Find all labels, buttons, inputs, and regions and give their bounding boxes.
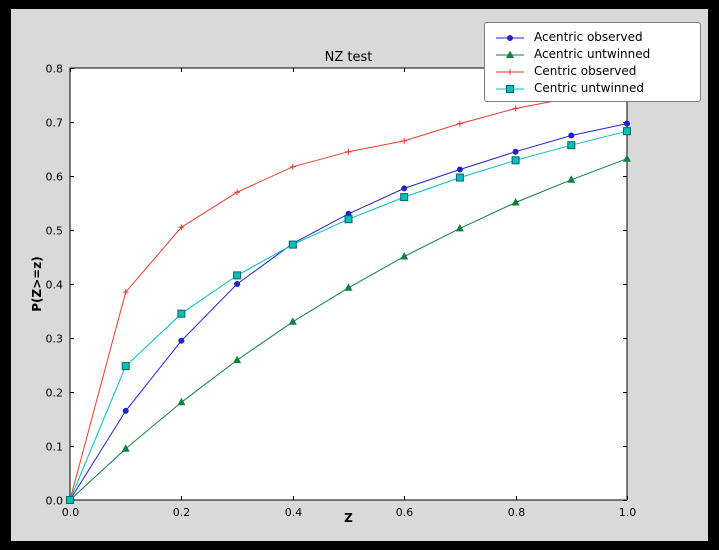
data-point-marker [456,120,463,127]
x-tick-label: 0.6 [396,506,414,519]
data-point-marker [121,362,130,371]
data-point-marker [506,50,514,58]
data-point-marker [401,185,408,192]
legend-label: Centric untwinned [534,80,645,95]
data-point-marker [568,132,575,139]
data-point-marker [178,224,185,231]
data-point-marker [344,283,353,291]
data-point-marker [400,252,409,260]
legend-item: Acentric observed [495,28,690,45]
y-tick-label: 0.6 [46,171,64,184]
data-point-marker [507,68,513,75]
data-point-marker [456,166,463,173]
y-tick-label: 0.4 [46,279,64,292]
data-point-marker [567,175,576,183]
data-point-marker [233,355,242,364]
data-point-marker [512,148,519,155]
y-tick-label: 0.0 [46,495,64,508]
legend-line-sample-acentric-observed [495,30,525,44]
data-point-marker [455,223,464,232]
legend-line-sample-centric-observed [495,64,525,78]
y-tick-label: 0.7 [46,117,64,130]
data-point-marker [121,444,130,452]
x-tick-label: 1.0 [619,506,637,519]
data-point-marker [289,163,296,170]
data-point-marker [511,198,520,206]
legend-label: Acentric untwinned [534,46,651,61]
data-point-marker [623,127,631,136]
data-point-marker [511,156,520,165]
figure-canvas: 0.0 0.2 0.4 0.6 0.8 1.0 0.0 0.1 0.2 0.3 0.4 0.5 0.6 0… [11,9,708,541]
chart-title: NZ test [324,50,373,65]
data-point-marker [122,407,129,414]
data-point-marker [344,215,353,224]
data-point-marker [624,120,630,127]
x-tick-label: 0.4 [285,506,303,519]
data-point-marker [234,189,241,196]
y-axis-label: P(Z>=z) [30,256,44,312]
data-point-marker [234,281,241,287]
data-point-marker [178,337,185,344]
legend-line-sample-centric-untwinned [495,81,525,95]
legend: Acentric observed Acentric untwinned Cen… [484,22,701,102]
legend-label: Acentric observed [534,29,643,44]
data-point-marker [401,137,408,144]
y-tick-label: 0.3 [46,333,64,346]
legend-sample-svg [496,84,524,93]
legend-label: Centric observed [534,63,637,78]
x-axis-label: Z [344,511,353,525]
legend-sample-svg [496,68,524,75]
data-point-marker [400,193,409,202]
y-tick-label: 0.8 [46,63,64,76]
legend-item: Acentric untwinned [495,45,690,62]
nz-test-plot: 0.0 0.2 0.4 0.6 0.8 1.0 0.0 0.1 0.2 0.3 0.4 0.5 0.6 0… [46,63,637,520]
y-tick-label: 0.5 [46,225,64,238]
y-tick-label: 0.1 [46,441,64,454]
data-point-marker [288,317,297,325]
legend-sample-svg [496,50,524,58]
x-tick-label: 0.8 [508,506,526,519]
data-point-marker [66,496,74,504]
legend-item: Centric observed [495,62,690,79]
x-tick-label: 0.2 [173,506,191,519]
data-point-marker [507,34,513,41]
data-point-marker [455,173,464,182]
data-point-marker [623,154,631,162]
data-point-marker [177,309,186,318]
legend-item: Centric untwinned [495,79,690,96]
y-tick-label: 0.2 [46,387,64,400]
data-point-marker [506,84,514,93]
legend-line-sample-acentric-untwinned [495,47,525,61]
data-point-marker [345,148,352,155]
data-point-marker [177,397,186,406]
data-point-marker [122,289,129,296]
data-point-marker [233,271,242,280]
data-point-marker [512,105,519,112]
x-tick-label: 0.0 [62,506,80,519]
data-point-marker [288,240,297,249]
data-point-marker [567,141,576,150]
legend-sample-svg [496,34,524,41]
